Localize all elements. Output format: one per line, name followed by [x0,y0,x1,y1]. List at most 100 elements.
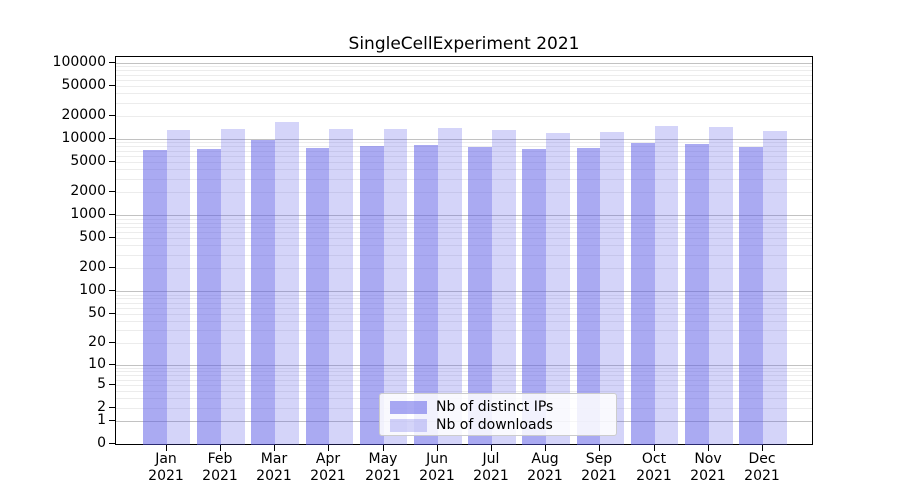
x-tick-mark [274,445,275,451]
x-tick-label-may: May 2021 [365,451,401,484]
bar-distinct-ips [468,146,492,445]
legend-swatch-distinct-ips [390,400,427,414]
legend-label: Nb of downloads [436,417,553,433]
gridline-minor [116,295,812,296]
gridline-minor [116,70,812,71]
gridline-minor [116,298,812,299]
gridline-minor [116,219,812,220]
y-tick-mark [109,443,115,444]
y-tick-mark [109,364,115,365]
gridline-minor [116,268,812,269]
y-tick-mark [109,407,115,408]
legend-item-distinct-ips: Nb of distinct IPs [390,399,616,415]
x-tick-label-mar: Mar 2021 [256,451,292,484]
plot-area [115,56,813,445]
x-tick-mark [491,445,492,451]
y-tick-label: 10000 [61,130,106,146]
gridline-minor [116,385,812,386]
bar-downloads [166,130,191,445]
x-tick-label-oct: Oct 2021 [636,451,672,484]
x-tick-mark [654,445,655,451]
gridline-minor [116,162,812,163]
y-tick-label: 10 [88,356,106,372]
gridline-minor [116,255,812,256]
y-tick-label: 5000 [70,153,106,169]
y-tick-label: 200 [79,259,106,275]
gridline-major [116,365,812,366]
gridline-minor [116,391,812,392]
y-tick-mark [109,290,115,291]
x-tick-label-aug: Aug 2021 [527,451,563,484]
x-tick-mark [545,445,546,451]
gridline-minor [116,156,812,157]
bar-downloads [654,125,679,445]
gridline-minor [116,223,812,224]
x-tick-label-jul: Jul 2021 [473,451,509,484]
y-tick-label: 500 [79,229,106,245]
legend-swatch-downloads [390,418,427,432]
y-tick-label: 2 [97,399,106,415]
gridline-minor [116,343,812,344]
chart-title: SingleCellExperiment 2021 [348,34,580,54]
y-tick-mark [109,267,115,268]
x-tick-label-apr: Apr 2021 [310,451,346,484]
y-tick-mark [109,161,115,162]
y-tick-mark [109,313,115,314]
gridline-major [116,63,812,64]
gridline-minor [116,66,812,67]
y-tick-label: 1 [97,412,106,428]
bar-downloads [329,128,354,445]
y-tick-label: 0 [97,435,106,451]
gridline-minor [116,116,812,117]
bar-distinct-ips [197,149,221,445]
bar-downloads [491,130,516,445]
x-tick-label-sep: Sep 2021 [581,451,617,484]
x-tick-label-jan: Jan 2021 [148,451,184,484]
y-tick-mark [109,342,115,343]
y-tick-mark [109,115,115,116]
gridline-major [116,139,812,140]
gridline-minor [116,238,812,239]
y-tick-mark [109,138,115,139]
gridline-minor [116,375,812,376]
bar-distinct-ips [576,147,601,445]
y-tick-mark [109,237,115,238]
x-tick-mark [708,445,709,451]
bar-distinct-ips [142,149,167,445]
x-tick-label-jun: Jun 2021 [419,451,455,484]
x-tick-mark [437,445,438,451]
gridline-minor [116,80,812,81]
bar-distinct-ips [359,145,384,445]
legend: Nb of distinct IPs Nb of downloads [379,393,617,436]
gridline-minor [116,303,812,304]
gridline-minor [116,321,812,322]
gridline-minor [116,227,812,228]
gridline-minor [116,314,812,315]
bar-downloads [275,121,299,445]
y-tick-mark [109,214,115,215]
gridline-minor [116,179,812,180]
gridline-minor [116,371,812,372]
legend-item-downloads: Nb of downloads [390,417,616,433]
x-tick-mark [166,445,167,451]
bar-distinct-ips [739,146,763,445]
x-tick-mark [762,445,763,451]
x-tick-mark [599,445,600,451]
y-tick-label: 100 [79,282,106,298]
gridline-minor [116,75,812,76]
y-tick-label: 50000 [61,77,106,93]
y-tick-mark [109,85,115,86]
x-tick-label-dec: Dec 2021 [744,451,780,484]
bar-downloads [437,127,462,445]
gridline-minor [116,232,812,233]
gridline-minor [116,151,812,152]
x-tick-label-feb: Feb 2021 [202,451,238,484]
y-tick-label: 20000 [61,107,106,123]
gridline-minor [116,93,812,94]
bar-distinct-ips [413,145,438,445]
y-tick-label: 1000 [70,206,106,222]
x-tick-mark [328,445,329,451]
x-tick-mark [220,445,221,451]
bar-distinct-ips [305,148,330,445]
